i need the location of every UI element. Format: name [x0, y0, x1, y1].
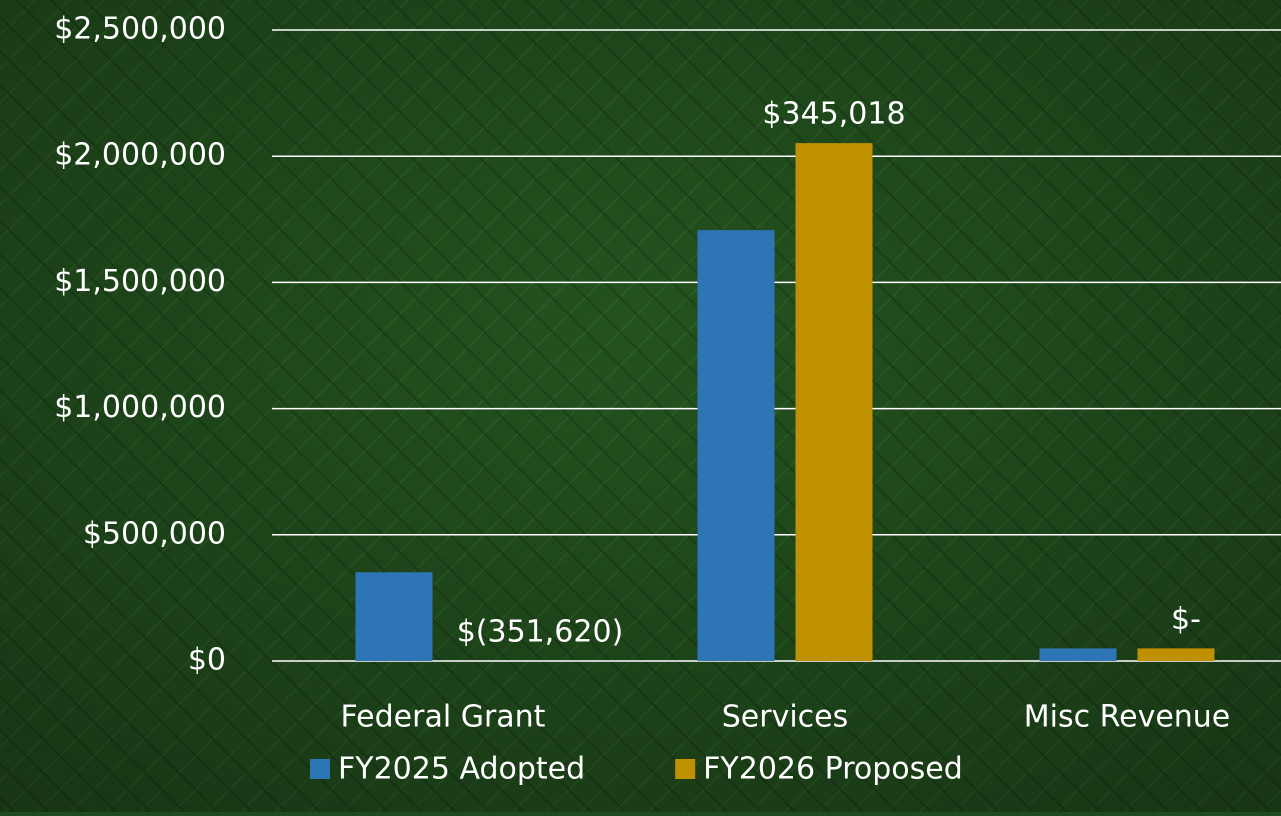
- bar: [356, 572, 433, 661]
- bar: [698, 230, 775, 661]
- chart: $0 $500,000 $1,000,000 $1,500,000 $2,000,000…: [0, 0, 1281, 812]
- x-tick-label: Misc Revenue: [1024, 700, 1231, 735]
- bar: [1040, 648, 1117, 661]
- page: $0 $500,000 $1,000,000 $1,500,000 $2,000,000…: [0, 0, 1281, 812]
- y-tick-label: $2,500,000: [54, 12, 226, 47]
- change-label: $345,018: [762, 97, 905, 132]
- legend-swatch: [675, 759, 695, 779]
- y-tick-label: $1,500,000: [54, 264, 226, 299]
- bar: [1138, 648, 1215, 661]
- y-tick-label: $500,000: [83, 516, 226, 551]
- change-label: $-: [1171, 602, 1201, 637]
- change-label: $(351,620): [457, 615, 624, 650]
- y-tick-label: $0: [188, 643, 226, 678]
- legend-label: FY2025 Adopted: [338, 752, 585, 787]
- y-tick-label: $2,000,000: [54, 138, 226, 173]
- x-tick-label: Services: [722, 700, 849, 735]
- y-tick-label: $1,000,000: [54, 390, 226, 425]
- x-tick-label: Federal Grant: [341, 700, 546, 735]
- legend-label: FY2026 Proposed: [703, 752, 963, 787]
- bar: [796, 143, 873, 661]
- legend-swatch: [310, 759, 330, 779]
